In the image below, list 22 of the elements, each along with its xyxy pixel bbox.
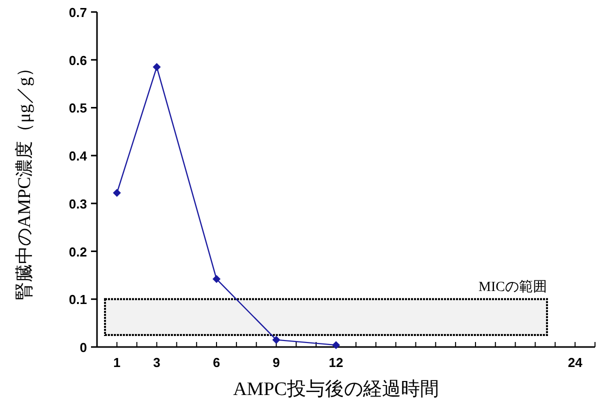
band-label: MICの範囲 <box>478 279 547 296</box>
point <box>332 341 340 350</box>
point <box>272 336 280 344</box>
x-tick-label: 12 <box>328 355 344 370</box>
x-axis-title: AMPC投与後の経過時間 <box>233 379 439 400</box>
y-tick-label: 0.5 <box>68 100 87 116</box>
x-tick-label: 6 <box>212 355 220 370</box>
point <box>152 63 161 72</box>
y-tick-label: 0.3 <box>68 196 87 212</box>
y-tick-label: 0.6 <box>68 52 87 68</box>
y-tick-label: 0.7 <box>68 5 87 20</box>
x-tick-label: 9 <box>272 355 280 370</box>
x-tick-label: 24 <box>568 355 584 370</box>
point <box>112 188 121 197</box>
y-tick-label: 0.1 <box>68 292 87 308</box>
x-tick-label: 1 <box>113 355 121 370</box>
point <box>212 275 221 284</box>
y-axis-title: 腎臓中のAMPC濃度（μg／g） <box>14 59 34 300</box>
y-tick-label: 0.2 <box>68 244 87 260</box>
y-tick-label: 0.4 <box>68 148 88 164</box>
x-tick-label: 3 <box>153 355 160 370</box>
y-tick-label: 0 <box>80 340 87 355</box>
